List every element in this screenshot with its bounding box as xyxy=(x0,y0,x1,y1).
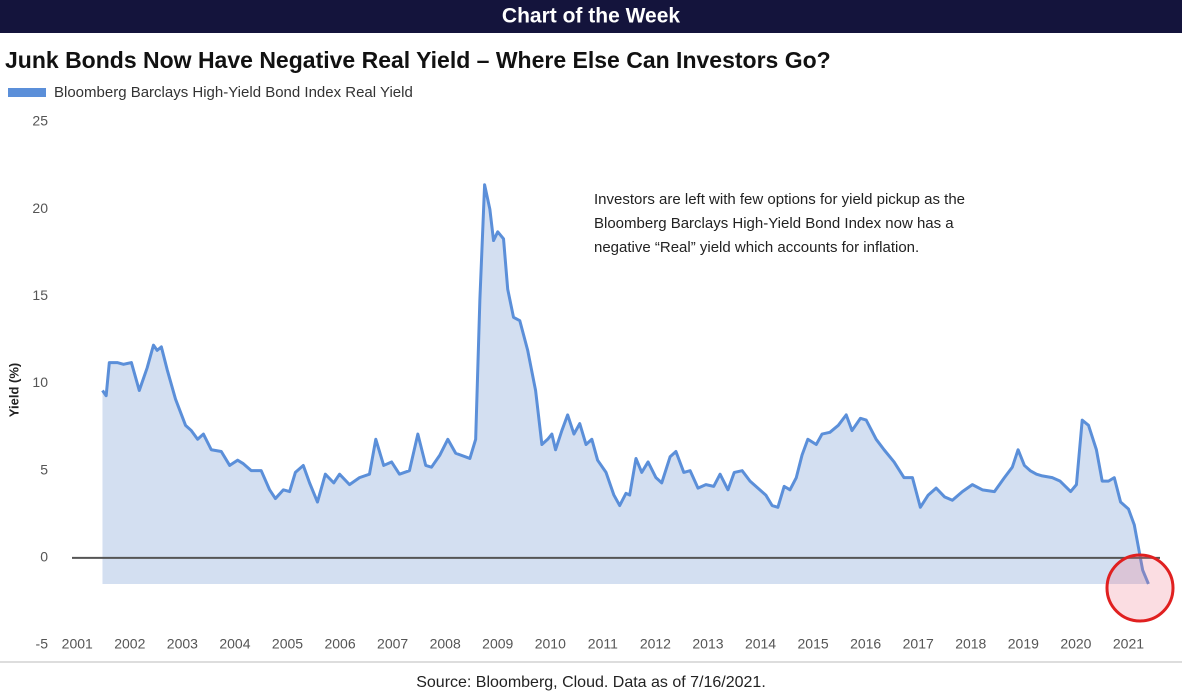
x-tick-label: 2007 xyxy=(377,636,408,652)
x-tick-label: 2011 xyxy=(588,636,618,652)
x-tick-label: 2005 xyxy=(272,636,303,652)
source: Source: Bloomberg, Cloud. Data as of 7/1… xyxy=(416,674,766,691)
annotation-line: negative “Real” yield which accounts for… xyxy=(594,239,919,256)
header-bar xyxy=(0,0,1182,33)
x-tick-label: 2017 xyxy=(903,636,934,652)
y-tick-label: 0 xyxy=(40,549,48,565)
x-tick-label: 2002 xyxy=(114,636,145,652)
x-tick-label: 2016 xyxy=(850,636,881,652)
x-tick-label: 2015 xyxy=(798,636,829,652)
header: Chart of the Week xyxy=(502,5,680,28)
chart-title: Junk Bonds Now Have Negative Real Yield … xyxy=(5,47,831,73)
legend-label: Bloomberg Barclays High-Yield Bond Index… xyxy=(54,84,413,101)
x-tick-label: 2008 xyxy=(430,636,461,652)
line xyxy=(101,183,1150,585)
area xyxy=(102,184,1149,584)
x-tick-label: 2009 xyxy=(482,636,513,652)
x-tick-label: 2003 xyxy=(167,636,198,652)
x-tick-label: 2021 xyxy=(1113,636,1144,652)
x-tick-label: 2012 xyxy=(640,636,671,652)
x-tick-label: 2020 xyxy=(1060,636,1091,652)
y-tick-label: 25 xyxy=(32,113,48,129)
x-tick-label: 2004 xyxy=(219,636,250,652)
y-tick-label: 10 xyxy=(32,374,48,390)
annotation-line: Investors are left with few options for … xyxy=(594,191,965,208)
x-tick-label: 2014 xyxy=(745,636,776,652)
x-tick-label: 2018 xyxy=(955,636,986,652)
annotation: Investors are left with few options for … xyxy=(594,191,965,256)
x-tick-label: 2013 xyxy=(692,636,723,652)
y-axis-label: Yield (%) xyxy=(6,363,21,417)
legend-swatch xyxy=(8,88,46,97)
plot-area xyxy=(101,183,1150,585)
x-tick-label: 2001 xyxy=(62,636,93,652)
annotation-line: Bloomberg Barclays High-Yield Bond Index… xyxy=(594,215,954,232)
x-tick-label: 2006 xyxy=(324,636,355,652)
y-tick-label: -5 xyxy=(36,636,49,652)
y-tick-label: 5 xyxy=(40,461,48,477)
y-tick-label: 20 xyxy=(32,200,48,216)
highlight-circle xyxy=(1105,553,1175,623)
x-tick-label: 2010 xyxy=(535,636,566,652)
x-tick-label: 2019 xyxy=(1008,636,1039,652)
y-tick-label: 15 xyxy=(32,287,48,303)
